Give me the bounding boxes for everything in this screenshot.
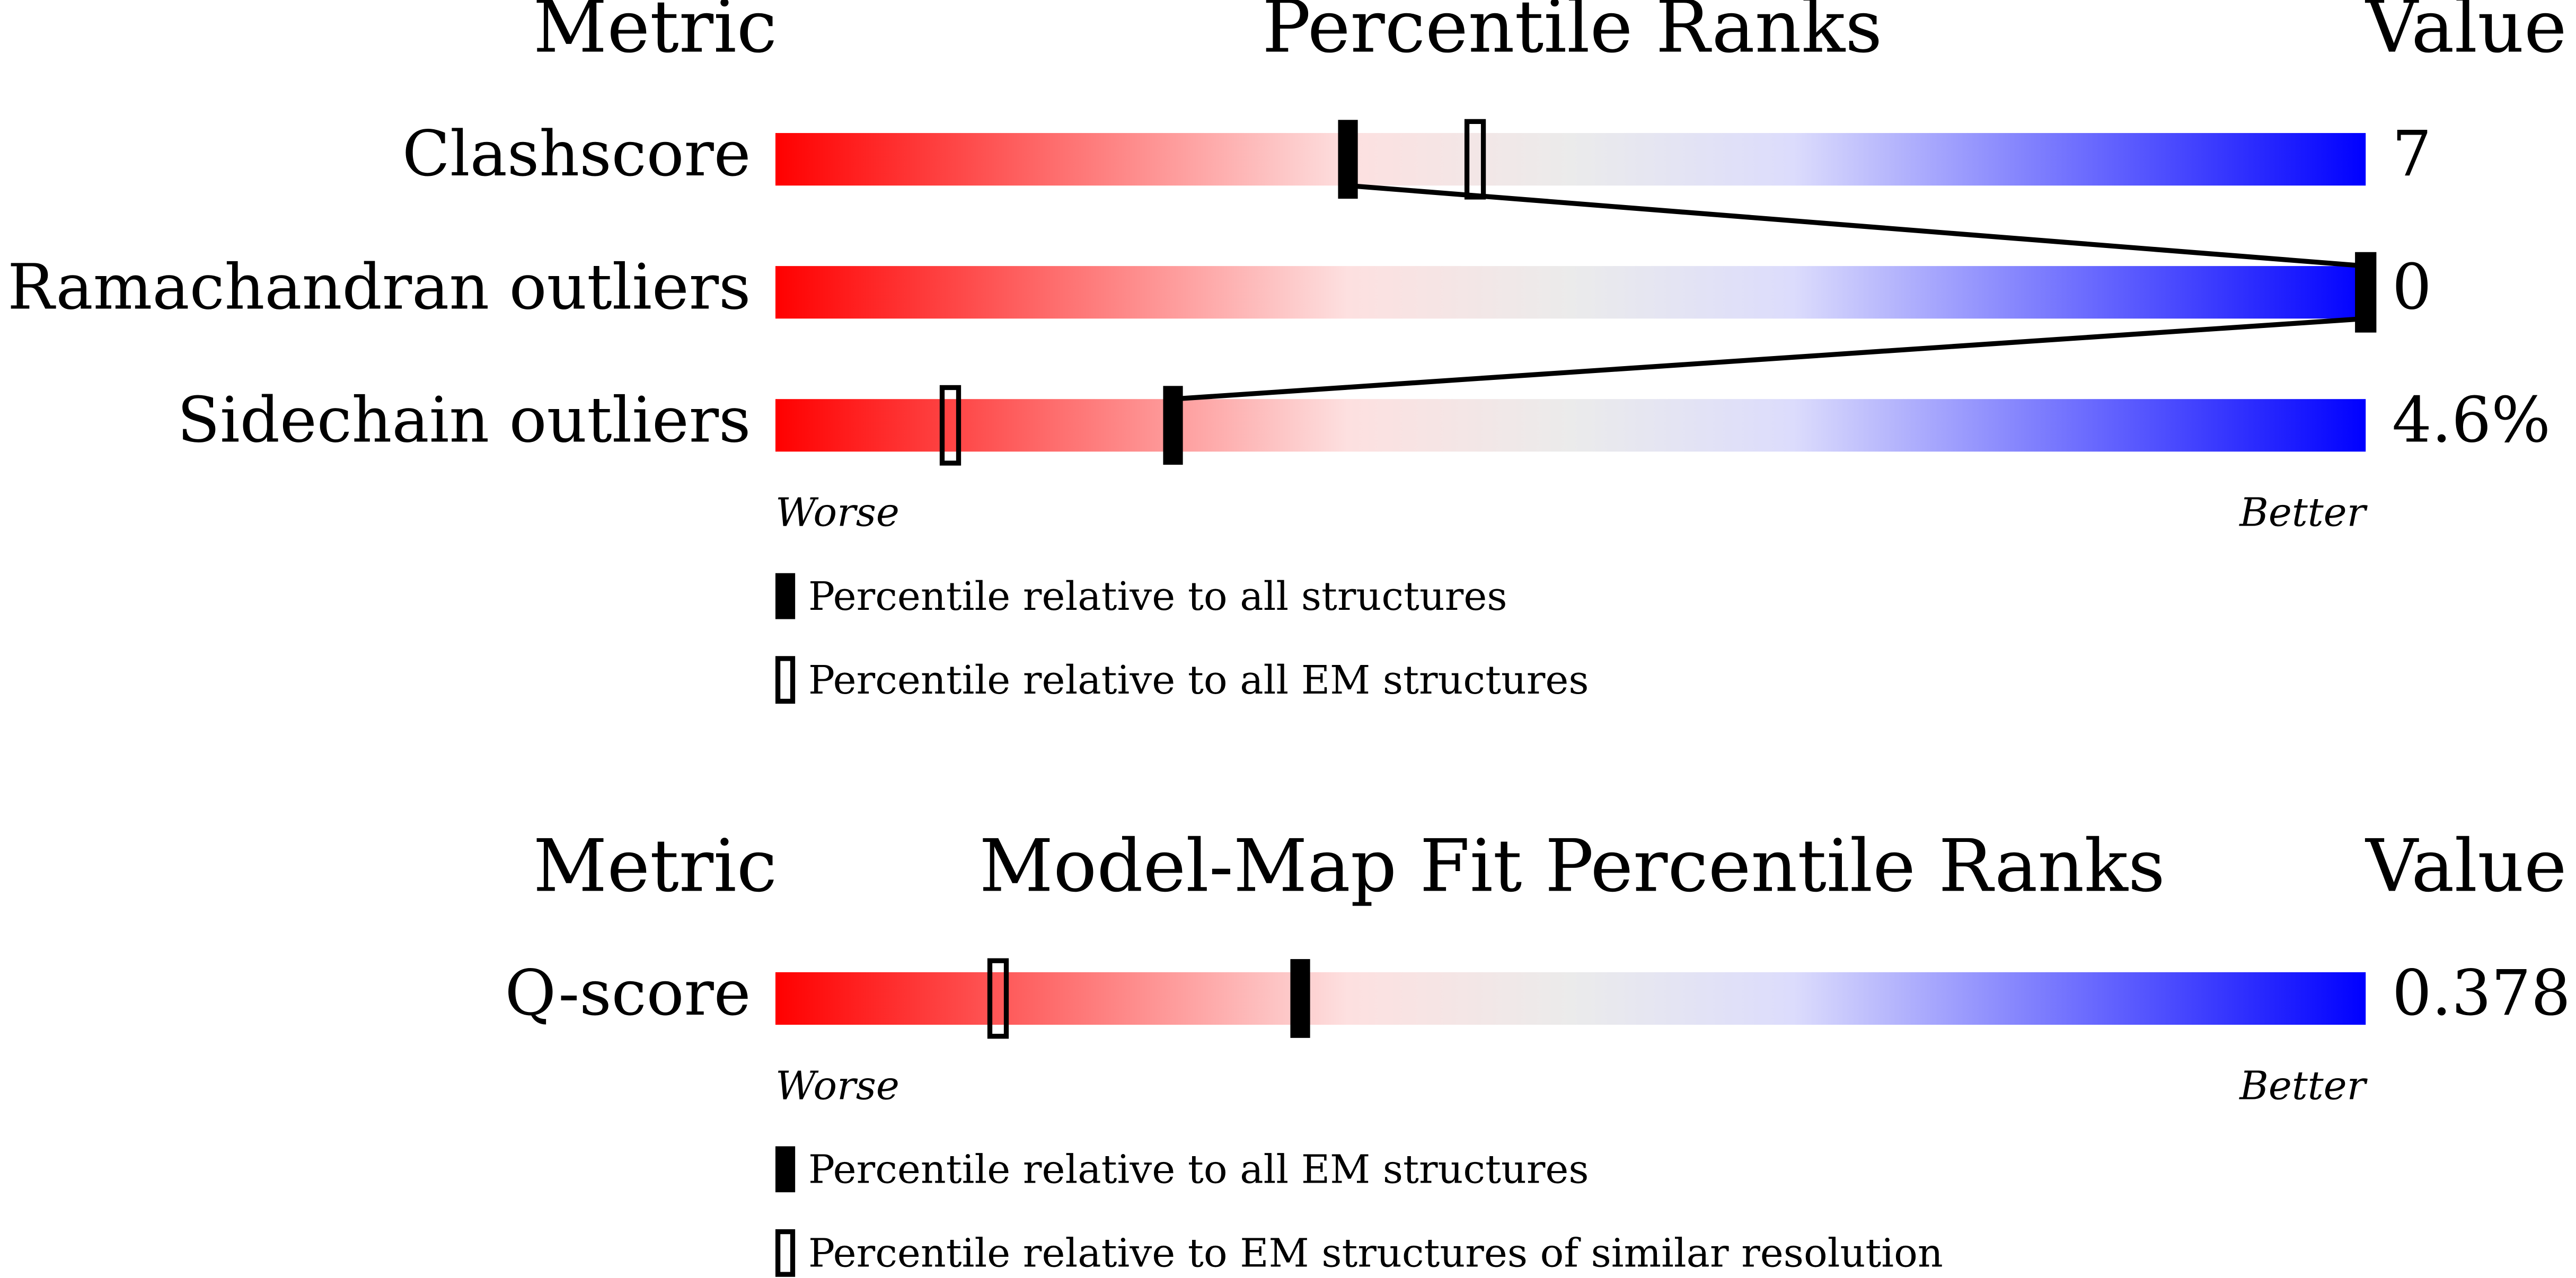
- slider-bar: [775, 133, 2366, 186]
- slider-bar: [775, 972, 2366, 1025]
- axis-better: Better: [2238, 490, 2368, 536]
- header-value: Value: [2365, 824, 2566, 908]
- connector: [1347, 183, 2366, 269]
- metric-value: 0: [2392, 251, 2432, 323]
- legend-filled-icon: [775, 573, 796, 619]
- legend-open-icon: [775, 656, 796, 704]
- header-title: Percentile Ranks: [1262, 0, 1882, 69]
- metric-label: Ramachandran outliers: [7, 251, 751, 323]
- metric-label: Q-score: [505, 957, 751, 1030]
- marker-open: [987, 958, 1009, 1039]
- metric-value: 4.6%: [2392, 384, 2551, 456]
- metric-label: Sidechain outliers: [177, 384, 751, 456]
- legend-filled-icon: [775, 1146, 796, 1193]
- header-metric: Metric: [533, 824, 777, 908]
- header-value: Value: [2365, 0, 2566, 69]
- legend-filled: Percentile relative to all structures: [808, 573, 1507, 619]
- legend-open-icon: [775, 1229, 796, 1277]
- axis-better: Better: [2238, 1062, 2368, 1108]
- marker-filled: [1290, 959, 1310, 1038]
- axis-worse: Worse: [775, 490, 899, 536]
- metric-label: Clashscore: [402, 118, 751, 190]
- header-metric: Metric: [533, 0, 777, 69]
- legend-open: Percentile relative to EM structures of …: [808, 1230, 1943, 1276]
- header-title: Model-Map Fit Percentile Ranks: [980, 824, 2165, 908]
- legend-open: Percentile relative to all EM structures: [808, 657, 1589, 703]
- metric-value: 7: [2392, 118, 2432, 190]
- axis-worse: Worse: [775, 1062, 899, 1108]
- legend-filled: Percentile relative to all EM structures: [808, 1146, 1589, 1192]
- slider-bar: [775, 399, 2366, 452]
- slider-bar: [775, 266, 2366, 319]
- connector: [1172, 316, 2366, 402]
- metric-value: 0.378: [2392, 957, 2571, 1030]
- marker-open: [939, 385, 961, 466]
